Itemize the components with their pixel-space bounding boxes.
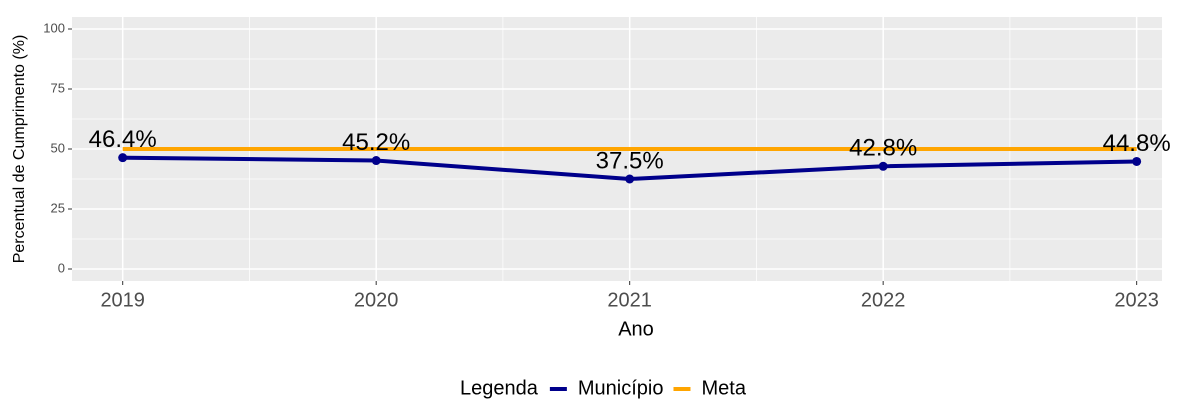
legend-label: Meta <box>701 377 746 399</box>
x-tick-label: 2021 <box>607 289 652 311</box>
data-label: 37.5% <box>596 147 664 174</box>
point <box>625 174 635 184</box>
x-axis-title: Ano <box>618 318 654 340</box>
y-tick-label: 25 <box>51 200 65 215</box>
y-axis-title: Percentual de Cumprimento (%) <box>11 35 28 264</box>
y-tick-label: 100 <box>43 20 65 35</box>
y-tick-label: 50 <box>51 140 65 155</box>
legend-label: Município <box>578 377 664 399</box>
x-tick-label: 2020 <box>354 289 399 311</box>
y-tick-label: 75 <box>51 80 65 95</box>
x-tick-label: 2019 <box>100 289 145 311</box>
x-tick-label: 2022 <box>861 289 906 311</box>
data-label: 44.8% <box>1103 130 1171 157</box>
point <box>878 161 888 171</box>
x-tick-label: 2023 <box>1114 289 1159 311</box>
point <box>1132 156 1142 166</box>
y-tick-label: 0 <box>58 260 65 275</box>
data-label: 42.8% <box>849 135 917 162</box>
legend-title: Legenda <box>460 377 539 399</box>
point <box>371 156 381 166</box>
data-label: 46.4% <box>89 126 157 153</box>
data-label: 45.2% <box>342 129 410 156</box>
point <box>118 153 128 163</box>
